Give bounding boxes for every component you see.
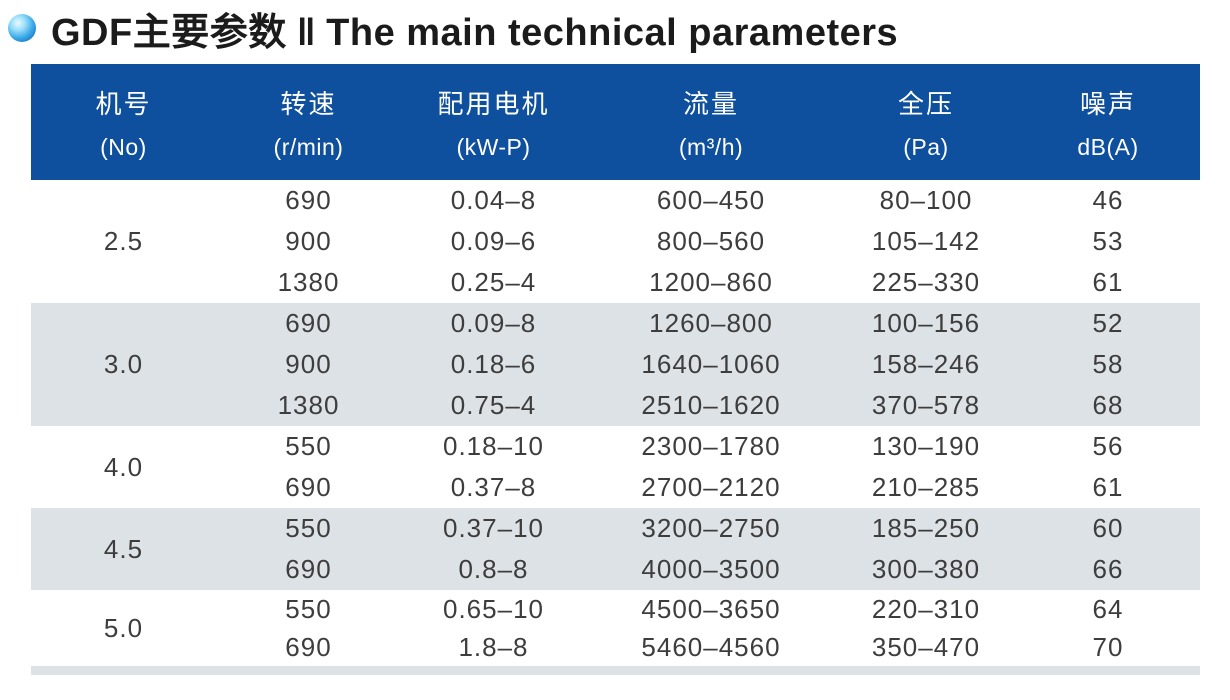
cell-motor: 0.25–4: [450, 267, 537, 297]
table-group: 5.0 550 0.65–10 4500–3650 220–310 64 690…: [31, 590, 1200, 666]
cell-flow: 1200–860: [649, 267, 773, 297]
cell-motor: 0.8–8: [458, 554, 529, 584]
cell-noise: 58: [1092, 349, 1124, 379]
cell-noise: 46: [1092, 185, 1124, 215]
cell-flow: 1260–800: [649, 308, 773, 338]
cell-pressure: 185–250: [871, 513, 981, 543]
cell-flow: 3200–2750: [641, 513, 781, 543]
cell-pressure: 210–285: [871, 472, 981, 502]
cell-noise: 61: [1092, 472, 1124, 502]
column-header-pressure: 全压 (Pa): [836, 64, 1016, 180]
cell-rpm: 900: [285, 349, 332, 379]
cell-rpm: 550: [285, 593, 332, 624]
cell-flow: 4500–3650: [641, 593, 781, 624]
cell-rpm: 900: [285, 226, 332, 256]
column-header-zh-label: 配用电机: [437, 88, 550, 119]
cell-motor: 0.65–10: [443, 593, 544, 624]
cell-rpm: 1380: [277, 267, 340, 297]
cell-pressure: 100–156: [871, 308, 981, 338]
title-zh: GDF主要参数: [51, 11, 287, 54]
cell-noise: 64: [1092, 593, 1124, 624]
table-group: 4.5 550 0.37–10 3200–2750 185–250 60 690…: [31, 508, 1200, 590]
cell-flow: 800–560: [656, 226, 766, 256]
cell-rpm: 690: [285, 554, 332, 584]
parameters-table: 机号 (No) 转速 (r/min) 配用电机 (kW-P) 流量 (m³/h)…: [31, 64, 1200, 675]
cell-motor: 0.09–8: [450, 308, 537, 338]
table-header-row: 机号 (No) 转速 (r/min) 配用电机 (kW-P) 流量 (m³/h)…: [31, 64, 1200, 180]
cell-motor: 0.37–10: [443, 513, 544, 543]
column-header-speed: 转速 (r/min): [216, 64, 401, 180]
column-header-sub-label: (No): [100, 133, 147, 160]
cell-rpm: 1380: [277, 390, 340, 420]
cell-motor: 1.8–8: [458, 631, 529, 662]
page-title: GDF主要参数 ‖ The main technical parameters: [8, 8, 1230, 54]
cell-pressure: 220–310: [871, 593, 981, 624]
cell-noise: 66: [1092, 554, 1124, 584]
cell-rpm: 690: [285, 472, 332, 502]
group-no-label: 5.0: [103, 612, 144, 643]
column-header-no: 机号 (No): [31, 64, 216, 180]
group-no-label: 2.5: [103, 226, 144, 256]
title-en: The main technical parameters: [326, 11, 899, 54]
cell-pressure: 370–578: [871, 390, 981, 420]
cell-rpm: 690: [285, 631, 332, 662]
cell-noise: 68: [1092, 390, 1124, 420]
cell-pressure: 80–100: [879, 185, 973, 215]
table-group: 3.0 690 0.09–8 1260–800 100–156 52 900 0…: [31, 303, 1200, 426]
column-header-zh-label: 流量: [682, 88, 739, 119]
column-header-noise: 噪声 dB(A): [1016, 64, 1200, 180]
cell-flow: 2510–1620: [641, 390, 781, 420]
cell-rpm: 690: [285, 185, 332, 215]
cell-pressure: 350–470: [871, 631, 981, 662]
cell-pressure: 300–380: [871, 554, 981, 584]
column-header-flow: 流量 (m³/h): [586, 64, 836, 180]
table-group: 4.0 550 0.18–10 2300–1780 130–190 56 690…: [31, 426, 1200, 508]
column-header-zh-label: 转速: [280, 88, 337, 119]
cell-noise: 52: [1092, 308, 1124, 338]
column-header-sub-label: (Pa): [903, 133, 949, 160]
cell-flow: 1640–1060: [641, 349, 781, 379]
column-header-zh-label: 噪声: [1079, 88, 1136, 119]
page-title-text: GDF主要参数 ‖ The main technical parameters: [51, 1, 898, 56]
cell-motor: 0.75–4: [450, 390, 537, 420]
cell-rpm: 690: [285, 308, 332, 338]
cell-noise: 61: [1092, 267, 1124, 297]
cell-rpm: 550: [285, 431, 332, 461]
title-divider: ‖: [296, 11, 317, 54]
cell-pressure: 130–190: [871, 431, 981, 461]
cell-flow: 2300–1780: [641, 431, 781, 461]
table-group: 2.5 690 0.04–8 600–450 80–100 46 900 0.0…: [31, 180, 1200, 303]
cell-flow: 2700–2120: [641, 472, 781, 502]
group-no-label: 4.5: [103, 533, 144, 564]
cell-flow: 4000–3500: [641, 554, 781, 584]
bullet-icon: [8, 14, 36, 42]
cell-flow: 5460–4560: [641, 631, 781, 662]
cell-motor: 0.37–8: [450, 472, 537, 502]
cell-motor: 0.04–8: [450, 185, 537, 215]
column-header-zh-label: 全压: [897, 88, 954, 119]
cell-pressure: 158–246: [871, 349, 981, 379]
column-header-sub-label: (r/min): [273, 133, 344, 160]
cell-flow: 600–450: [656, 185, 766, 215]
cell-pressure: 225–330: [871, 267, 981, 297]
cell-motor: 0.09–6: [450, 226, 537, 256]
column-header-sub-label: dB(A): [1077, 133, 1139, 160]
next-band-partial-strip: [31, 666, 1200, 675]
column-header-sub-label: (kW-P): [456, 133, 531, 160]
group-no-label: 3.0: [103, 349, 144, 379]
group-no-label: 4.0: [103, 451, 144, 482]
cell-rpm: 550: [285, 513, 332, 543]
cell-noise: 70: [1092, 631, 1124, 662]
cell-noise: 53: [1092, 226, 1124, 256]
column-header-zh-label: 机号: [95, 88, 152, 119]
cell-motor: 0.18–10: [443, 431, 544, 461]
cell-pressure: 105–142: [871, 226, 981, 256]
column-header-sub-label: (m³/h): [678, 133, 744, 160]
cell-motor: 0.18–6: [450, 349, 537, 379]
cell-noise: 56: [1092, 431, 1124, 461]
column-header-motor: 配用电机 (kW-P): [401, 64, 586, 180]
cell-noise: 60: [1092, 513, 1124, 543]
